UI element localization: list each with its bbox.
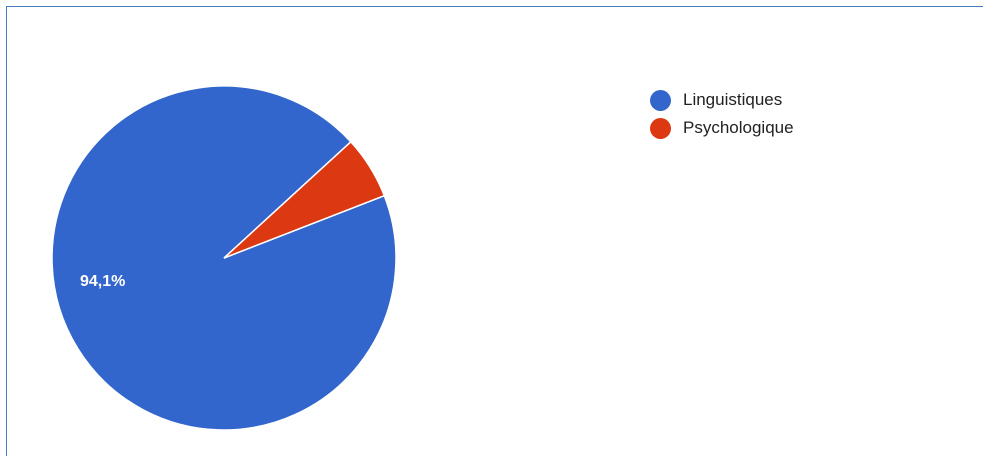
legend-swatch-psychologique xyxy=(650,117,671,139)
legend-label-linguistiques: Linguistiques xyxy=(683,90,783,109)
slice-label-linguistiques: 94,1% xyxy=(80,273,125,290)
legend-item-linguistiques[interactable]: Linguistiques xyxy=(650,86,794,114)
pie-slice-psychologique[interactable] xyxy=(223,140,386,259)
legend: Linguistiques Psychologique xyxy=(650,86,794,142)
legend-item-psychologique[interactable]: Psychologique xyxy=(650,114,794,142)
legend-swatch-linguistiques xyxy=(650,89,671,111)
legend-label-psychologique: Psychologique xyxy=(683,118,794,137)
pie-slices xyxy=(51,85,397,431)
